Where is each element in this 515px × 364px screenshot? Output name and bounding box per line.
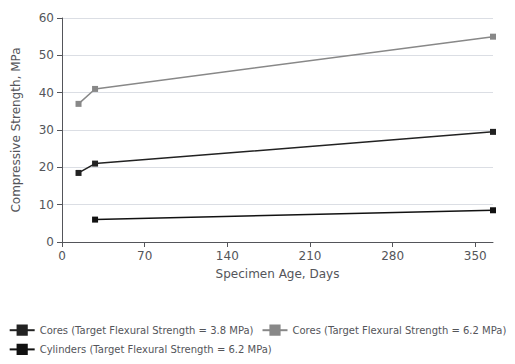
svg-text:40: 40 [39,86,54,100]
svg-text:Specimen Age, Days: Specimen Age, Days [216,267,340,281]
svg-text:140: 140 [216,249,239,263]
svg-text:Cores (Target Flexural Strengt: Cores (Target Flexural Strength = 3.8 MP… [40,325,254,336]
svg-text:Cylinders (Target Flexural Str: Cylinders (Target Flexural Strength = 6.… [40,344,272,355]
svg-text:0: 0 [46,235,54,249]
svg-text:10: 10 [39,198,54,212]
svg-text:0: 0 [58,249,66,263]
svg-text:Compressive Strength, MPa: Compressive Strength, MPa [9,47,23,212]
svg-text:20: 20 [39,160,54,174]
svg-text:30: 30 [39,123,54,137]
svg-text:70: 70 [137,249,152,263]
svg-text:210: 210 [299,249,322,263]
svg-text:280: 280 [381,249,404,263]
svg-text:50: 50 [39,48,54,62]
svg-text:Cores (Target Flexural Strengt: Cores (Target Flexural Strength = 6.2 MP… [293,325,507,336]
svg-text:60: 60 [39,11,54,25]
svg-text:350: 350 [464,249,487,263]
